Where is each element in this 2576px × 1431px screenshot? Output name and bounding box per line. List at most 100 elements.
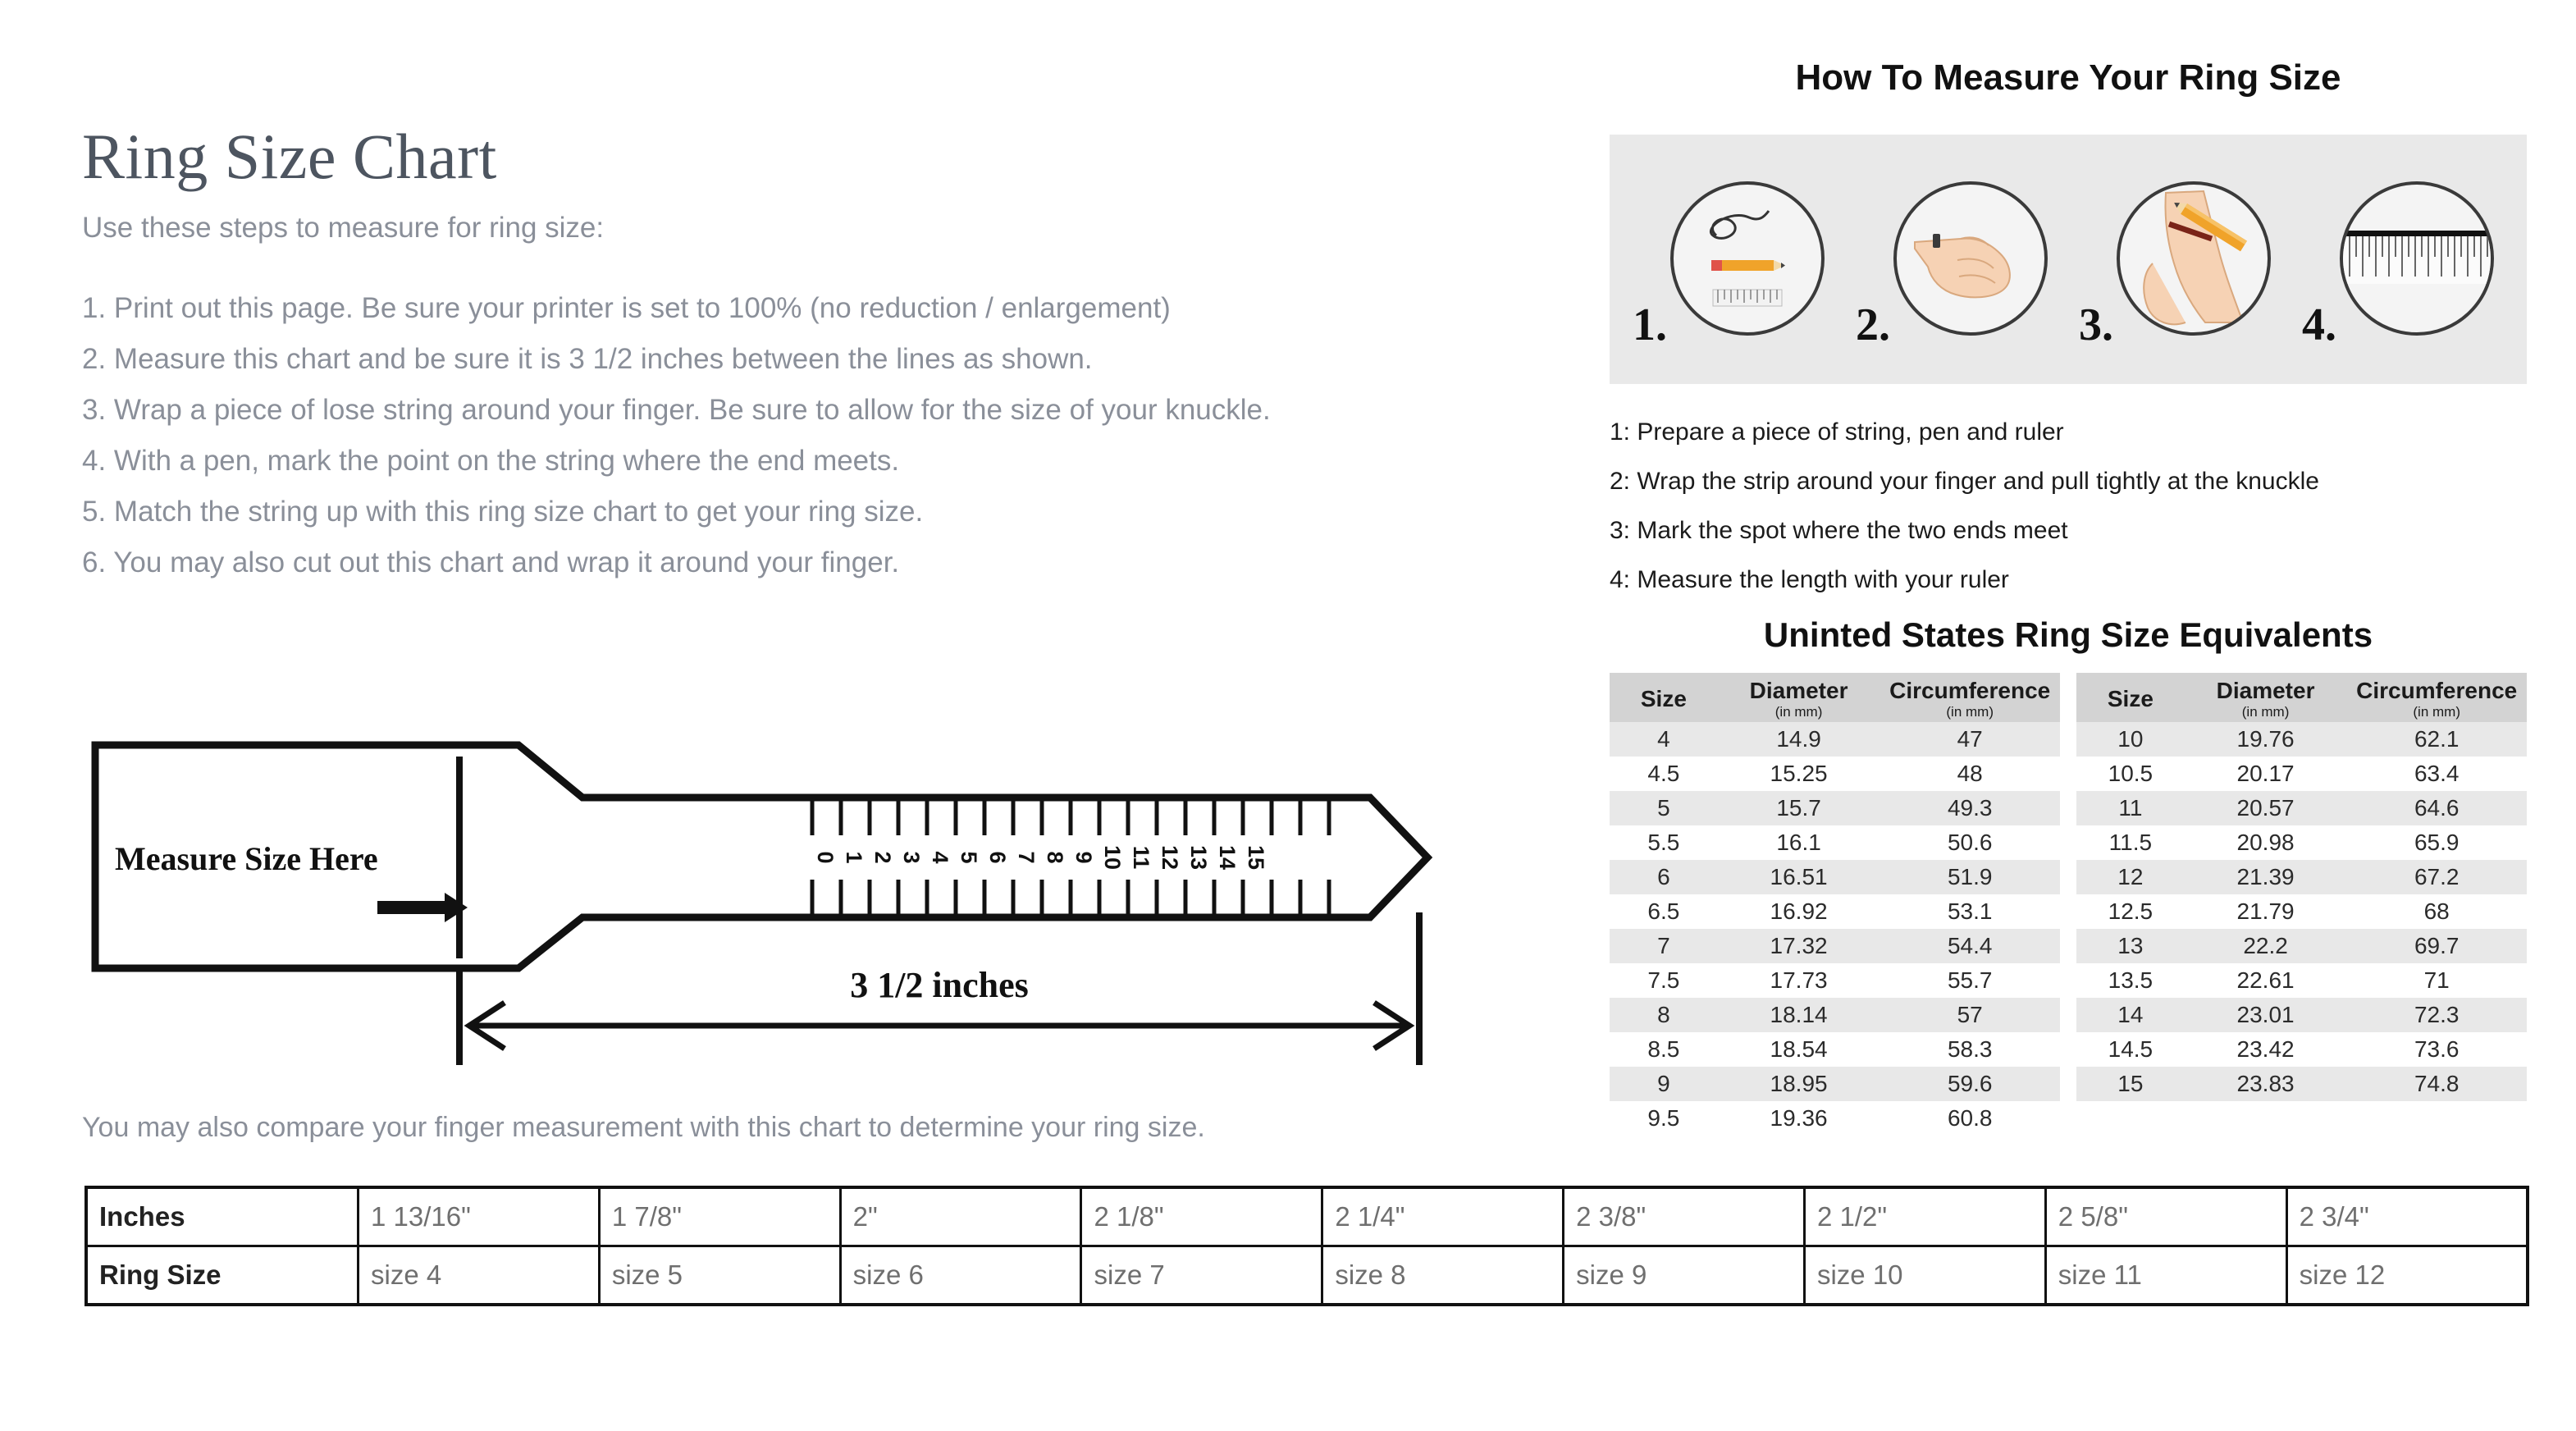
cell-diameter: 20.98 xyxy=(2184,825,2347,860)
measure-step-2: 2: Wrap the strip around your finger and… xyxy=(1610,468,2319,495)
col-header-diameter-label: Diameter xyxy=(1749,678,1848,703)
col-header-size: Size xyxy=(2076,673,2185,722)
illustration-panel: 1. xyxy=(1610,135,2527,384)
ruler-tick-label: 1 xyxy=(842,851,866,863)
table-row: 9 18.95 59.6 xyxy=(1610,1067,2060,1101)
col-header-diameter: Diameter (in mm) xyxy=(1717,673,1880,722)
cell-circumference: 63.4 xyxy=(2346,757,2527,791)
col-header-diameter: Diameter (in mm) xyxy=(2184,673,2347,722)
ring-size-cell: size 10 xyxy=(1802,1245,2047,1306)
cell-circumference: 53.1 xyxy=(1879,894,2060,929)
illustration-number: 1. xyxy=(1633,299,1667,350)
col-header-circumference-unit: (in mm) xyxy=(1946,704,1994,720)
cell-size: 8 xyxy=(1610,998,1718,1032)
cell-circumference: 58.3 xyxy=(1879,1032,2060,1067)
ruler-number-labels: 0 1 2 3 4 5 6 7 8 9 10 11 12 13 14 15 xyxy=(813,845,1268,870)
col-header-circumference-label: Circumference xyxy=(1889,678,2051,703)
inches-cell: 1 13/16" xyxy=(357,1186,601,1247)
col-header-circumference-unit: (in mm) xyxy=(2413,704,2460,720)
cell-circumference: 48 xyxy=(1879,757,2060,791)
cell-circumference: 74.8 xyxy=(2346,1067,2527,1101)
ruler-ticks-bottom xyxy=(810,880,1331,914)
table-row: 10.5 20.17 63.4 xyxy=(2076,757,2527,791)
row-header-inches: Inches xyxy=(84,1186,359,1247)
cell-diameter: 19.76 xyxy=(2184,722,2347,757)
ruler-tick-label: 6 xyxy=(985,851,1010,863)
cell-diameter xyxy=(2184,1101,2347,1136)
ruler-tick-label: 4 xyxy=(928,851,952,863)
cell-circumference: 60.8 xyxy=(1879,1101,2060,1136)
cell-size: 12 xyxy=(2076,860,2185,894)
cell-diameter: 23.01 xyxy=(2184,998,2347,1032)
ruler-icon xyxy=(2340,181,2494,336)
illustration-step-1: 1. xyxy=(1633,156,1825,361)
table-row: 6.5 16.92 53.1 xyxy=(1610,894,2060,929)
equivalents-tables: Size Diameter (in mm) Circumference (in mm… xyxy=(1610,673,2527,1136)
col-header-size: Size xyxy=(1610,673,1718,722)
col-header-diameter-label: Diameter xyxy=(2216,678,2315,703)
equivalents-table-left: Size Diameter (in mm) Circumference (in mm… xyxy=(1610,673,2060,1136)
cell-circumference: 49.3 xyxy=(1879,791,2060,825)
cell-size: 5.5 xyxy=(1610,825,1718,860)
cell-diameter: 16.1 xyxy=(1717,825,1880,860)
cell-diameter: 20.17 xyxy=(2184,757,2347,791)
left-column: Ring Size Chart Use these steps to measu… xyxy=(82,123,1493,597)
illustration-step-2: 2. xyxy=(1856,156,2048,361)
cell-size: 5 xyxy=(1610,791,1718,825)
col-header-size-label: Size xyxy=(2107,686,2154,711)
page-title: Ring Size Chart xyxy=(82,121,497,192)
ring-size-cell: size 6 xyxy=(838,1245,1083,1306)
cell-circumference: 57 xyxy=(1879,998,2060,1032)
cell-size: 4 xyxy=(1610,722,1718,757)
hand-marking-pencil-icon xyxy=(2117,181,2271,336)
illustration-step-4: 4. xyxy=(2302,156,2494,361)
cell-circumference: 65.9 xyxy=(2346,825,2527,860)
equivalents-title: Uninted States Ring Size Equivalents xyxy=(1763,615,2373,654)
instruction-step-4: 4. With a pen, mark the point on the str… xyxy=(82,444,900,477)
string-pencil-ruler-icon xyxy=(1670,181,1825,336)
ring-size-cell: size 4 xyxy=(357,1245,601,1306)
ruler-tick-label: 8 xyxy=(1043,851,1067,863)
cell-circumference: 47 xyxy=(1879,722,2060,757)
ring-size-cell: size 7 xyxy=(1080,1245,1324,1306)
cell-size: 6.5 xyxy=(1610,894,1718,929)
ruler-tick-label: 14 xyxy=(1215,845,1240,870)
instruction-step-6: 6. You may also cut out this chart and w… xyxy=(82,546,900,578)
instruction-step-2: 2. Measure this chart and be sure it is … xyxy=(82,342,1093,375)
illustration-number: 2. xyxy=(1856,299,1890,350)
col-header-circumference: Circumference (in mm) xyxy=(2346,673,2527,722)
table-row: 8 18.14 57 xyxy=(1610,998,2060,1032)
cell-size: 10 xyxy=(2076,722,2185,757)
table-row: 14.5 23.42 73.6 xyxy=(2076,1032,2527,1067)
instruction-step-1: 1. Print out this page. Be sure your pri… xyxy=(82,291,1171,324)
cell-size: 15 xyxy=(2076,1067,2185,1101)
measure-step-1: 1: Prepare a piece of string, pen and ru… xyxy=(1610,418,2064,446)
cell-diameter: 19.36 xyxy=(1717,1101,1880,1136)
table-header-row: Size Diameter (in mm) Circumference (in mm… xyxy=(1610,673,2060,722)
inches-cell: 2" xyxy=(838,1186,1083,1247)
illustration-step-3: 3. xyxy=(2079,156,2271,361)
table-row: Ring Size size 4 size 5 size 6 size 7 si… xyxy=(84,1245,2529,1306)
cell-circumference: 50.6 xyxy=(1879,825,2060,860)
cell-size: 11.5 xyxy=(2076,825,2185,860)
cell-diameter: 22.61 xyxy=(2184,963,2347,998)
cell-diameter: 16.92 xyxy=(1717,894,1880,929)
ruler-tick-label: 13 xyxy=(1186,845,1211,870)
inches-cell: 2 1/2" xyxy=(1802,1186,2047,1247)
cell-diameter: 21.79 xyxy=(2184,894,2347,929)
cell-circumference: 55.7 xyxy=(1879,963,2060,998)
table-row: 11.5 20.98 65.9 xyxy=(2076,825,2527,860)
table-row: 4 14.9 47 xyxy=(1610,722,2060,757)
table-row: 12 21.39 67.2 xyxy=(2076,860,2527,894)
inches-cell: 1 7/8" xyxy=(597,1186,842,1247)
table-row: 13 22.2 69.7 xyxy=(2076,929,2527,963)
intro-text: Use these steps to measure for ring size… xyxy=(82,211,605,244)
col-header-circumference: Circumference (in mm) xyxy=(1879,673,2060,722)
dimension-arrow-icon xyxy=(464,1000,1415,1051)
cell-size: 12.5 xyxy=(2076,894,2185,929)
table-row: 5.5 16.1 50.6 xyxy=(1610,825,2060,860)
cell-size: 10.5 xyxy=(2076,757,2185,791)
measure-steps-list: 1: Prepare a piece of string, pen and ru… xyxy=(1610,418,2527,594)
ring-size-cell: size 8 xyxy=(1321,1245,1565,1306)
equivalents-table-right: Size Diameter (in mm) Circumference (in mm… xyxy=(2076,673,2527,1136)
